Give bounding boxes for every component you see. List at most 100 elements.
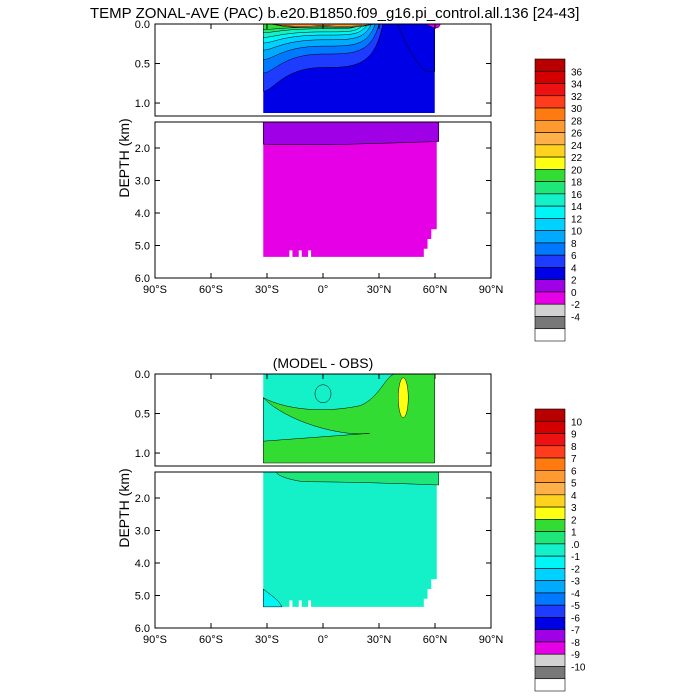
colorbar-label: 3 <box>571 503 577 514</box>
plot-lower-section <box>263 471 439 609</box>
colorbar-label: 10 <box>571 227 583 238</box>
colorbar-swatch <box>534 95 566 109</box>
x-tick-label: 30°N <box>367 634 392 646</box>
colorbar-swatch <box>534 230 566 244</box>
colorbar-swatch <box>534 254 566 268</box>
y-tick-label: 0.5 <box>135 409 150 421</box>
colorbar-swatch <box>534 420 566 434</box>
colorbar-swatch <box>534 641 566 655</box>
intermediate-layer <box>262 121 440 146</box>
positive-anomaly-band <box>276 471 439 486</box>
colorbar-swatch <box>534 457 566 471</box>
y-tick-label: 2.0 <box>135 493 150 505</box>
colorbar-label: 36 <box>571 67 583 78</box>
colorbar-label: 9 <box>571 430 577 441</box>
seafloor-notch <box>289 250 293 258</box>
plot-upper-section <box>263 373 435 464</box>
subpolar-surface-region <box>425 23 442 29</box>
colorbar-swatch <box>534 328 566 342</box>
x-tick-label: 90°N <box>479 634 504 646</box>
y-tick-label: 5.0 <box>135 591 150 603</box>
y-tick-label: 1.0 <box>135 98 150 110</box>
colorbar-label: 26 <box>571 129 583 140</box>
colorbar-label: 22 <box>571 153 583 164</box>
colorbar-swatch <box>534 70 566 84</box>
x-tick-label: 60°S <box>199 284 223 296</box>
y-tick-label: 0.5 <box>135 59 150 71</box>
x-tick-label: 90°S <box>143 634 167 646</box>
colorbar-swatch <box>534 519 566 532</box>
y-tick-label: 4.0 <box>135 558 150 570</box>
x-tick-label: 90°S <box>143 284 167 296</box>
colorbar-label: 8 <box>571 239 577 250</box>
y-tick-label: 3.0 <box>135 176 150 188</box>
seafloor-step <box>423 248 439 259</box>
seafloor-notch <box>298 250 302 258</box>
x-tick-label: 30°S <box>255 634 279 646</box>
colorbar-label: -4 <box>571 589 580 600</box>
colorbar-swatch <box>534 132 566 146</box>
colorbar-label: 8 <box>571 442 577 453</box>
colorbar-swatch <box>534 604 566 618</box>
difference-panel: (MODEL - OBS) 90°S 60°S 30°S 0° 30°N 60°N 90°N… <box>116 355 586 692</box>
colorbar-swatch <box>534 445 566 459</box>
y-tick-label: 2.0 <box>135 143 150 155</box>
colorbar-swatch <box>534 193 566 207</box>
colorbar-label: 0 <box>571 288 577 299</box>
y-tick-label: 0.0 <box>135 369 150 381</box>
colorbar-label: 12 <box>571 214 583 225</box>
x-tick-label: 60°S <box>199 634 223 646</box>
colorbar-label: 34 <box>571 80 583 91</box>
colorbar-swatch <box>534 666 566 680</box>
colorbar-label: 2 <box>571 515 577 526</box>
colorbar-label: 24 <box>571 141 583 152</box>
colorbar-label: 18 <box>571 178 583 189</box>
x-tick-label: 0° <box>318 634 329 646</box>
x-tick-label: 30°S <box>255 284 279 296</box>
colorbar-swatch <box>534 494 566 508</box>
colorbar-swatch <box>534 629 566 643</box>
colorbar-label: 28 <box>571 116 583 127</box>
y-tick-label: 4.0 <box>135 208 150 220</box>
colorbar-swatch <box>534 107 566 121</box>
colorbar-label: -7 <box>571 626 580 637</box>
colorbar-label: 14 <box>571 202 583 213</box>
colorbar-label: 16 <box>571 190 583 201</box>
colorbar-swatch <box>534 555 566 569</box>
colorbar-swatch <box>534 242 566 256</box>
temperature-panel: TEMP ZONAL-AVE (PAC) b.e20.B1850.f09_g16… <box>90 5 583 342</box>
colorbar-label: 4 <box>571 491 577 502</box>
axes: 90°S 60°S 30°S 0° 30°N 60°N 90°N 0.0 0.5 1.0 2.0 3.… <box>135 19 504 296</box>
colorbar-swatch <box>534 617 566 630</box>
colorbar-swatch <box>534 568 566 581</box>
y-tick-label: 3.0 <box>135 526 150 538</box>
colorbar-swatch <box>534 580 566 594</box>
high-latitude-cold-region <box>397 23 435 72</box>
seafloor-notch <box>298 600 302 608</box>
colorbar-swatch <box>534 678 566 692</box>
colorbar-label: -3 <box>571 577 580 588</box>
colorbar-label: -8 <box>571 638 580 649</box>
colorbar-swatch <box>534 58 566 72</box>
colorbar-swatch <box>534 169 566 182</box>
plot-upper-section <box>263 23 442 113</box>
x-tick-label: 90°N <box>479 284 504 296</box>
negative-anomaly-region <box>263 588 283 608</box>
plot-lower-section <box>262 121 440 259</box>
colorbar-label: -6 <box>571 613 580 624</box>
colorbar-label: 10 <box>571 417 583 428</box>
colorbar-label: 2 <box>571 276 577 287</box>
colorbar-swatch <box>534 181 566 195</box>
colorbar-label: -4 <box>571 312 580 323</box>
seafloor-step <box>423 598 439 609</box>
colorbar-label: 6 <box>571 251 577 262</box>
colorbar-label: 5 <box>571 479 577 490</box>
colorbar-label: .0 <box>571 540 580 551</box>
colorbar-label: -2 <box>571 564 580 575</box>
colorbar-label: 30 <box>571 104 583 115</box>
y-axis-label: DEPTH (km) <box>116 118 132 197</box>
x-tick-label: 0° <box>318 284 329 296</box>
colorbar-swatch <box>534 205 566 219</box>
chart-title: TEMP ZONAL-AVE (PAC) b.e20.B1850.f09_g16… <box>90 5 579 22</box>
